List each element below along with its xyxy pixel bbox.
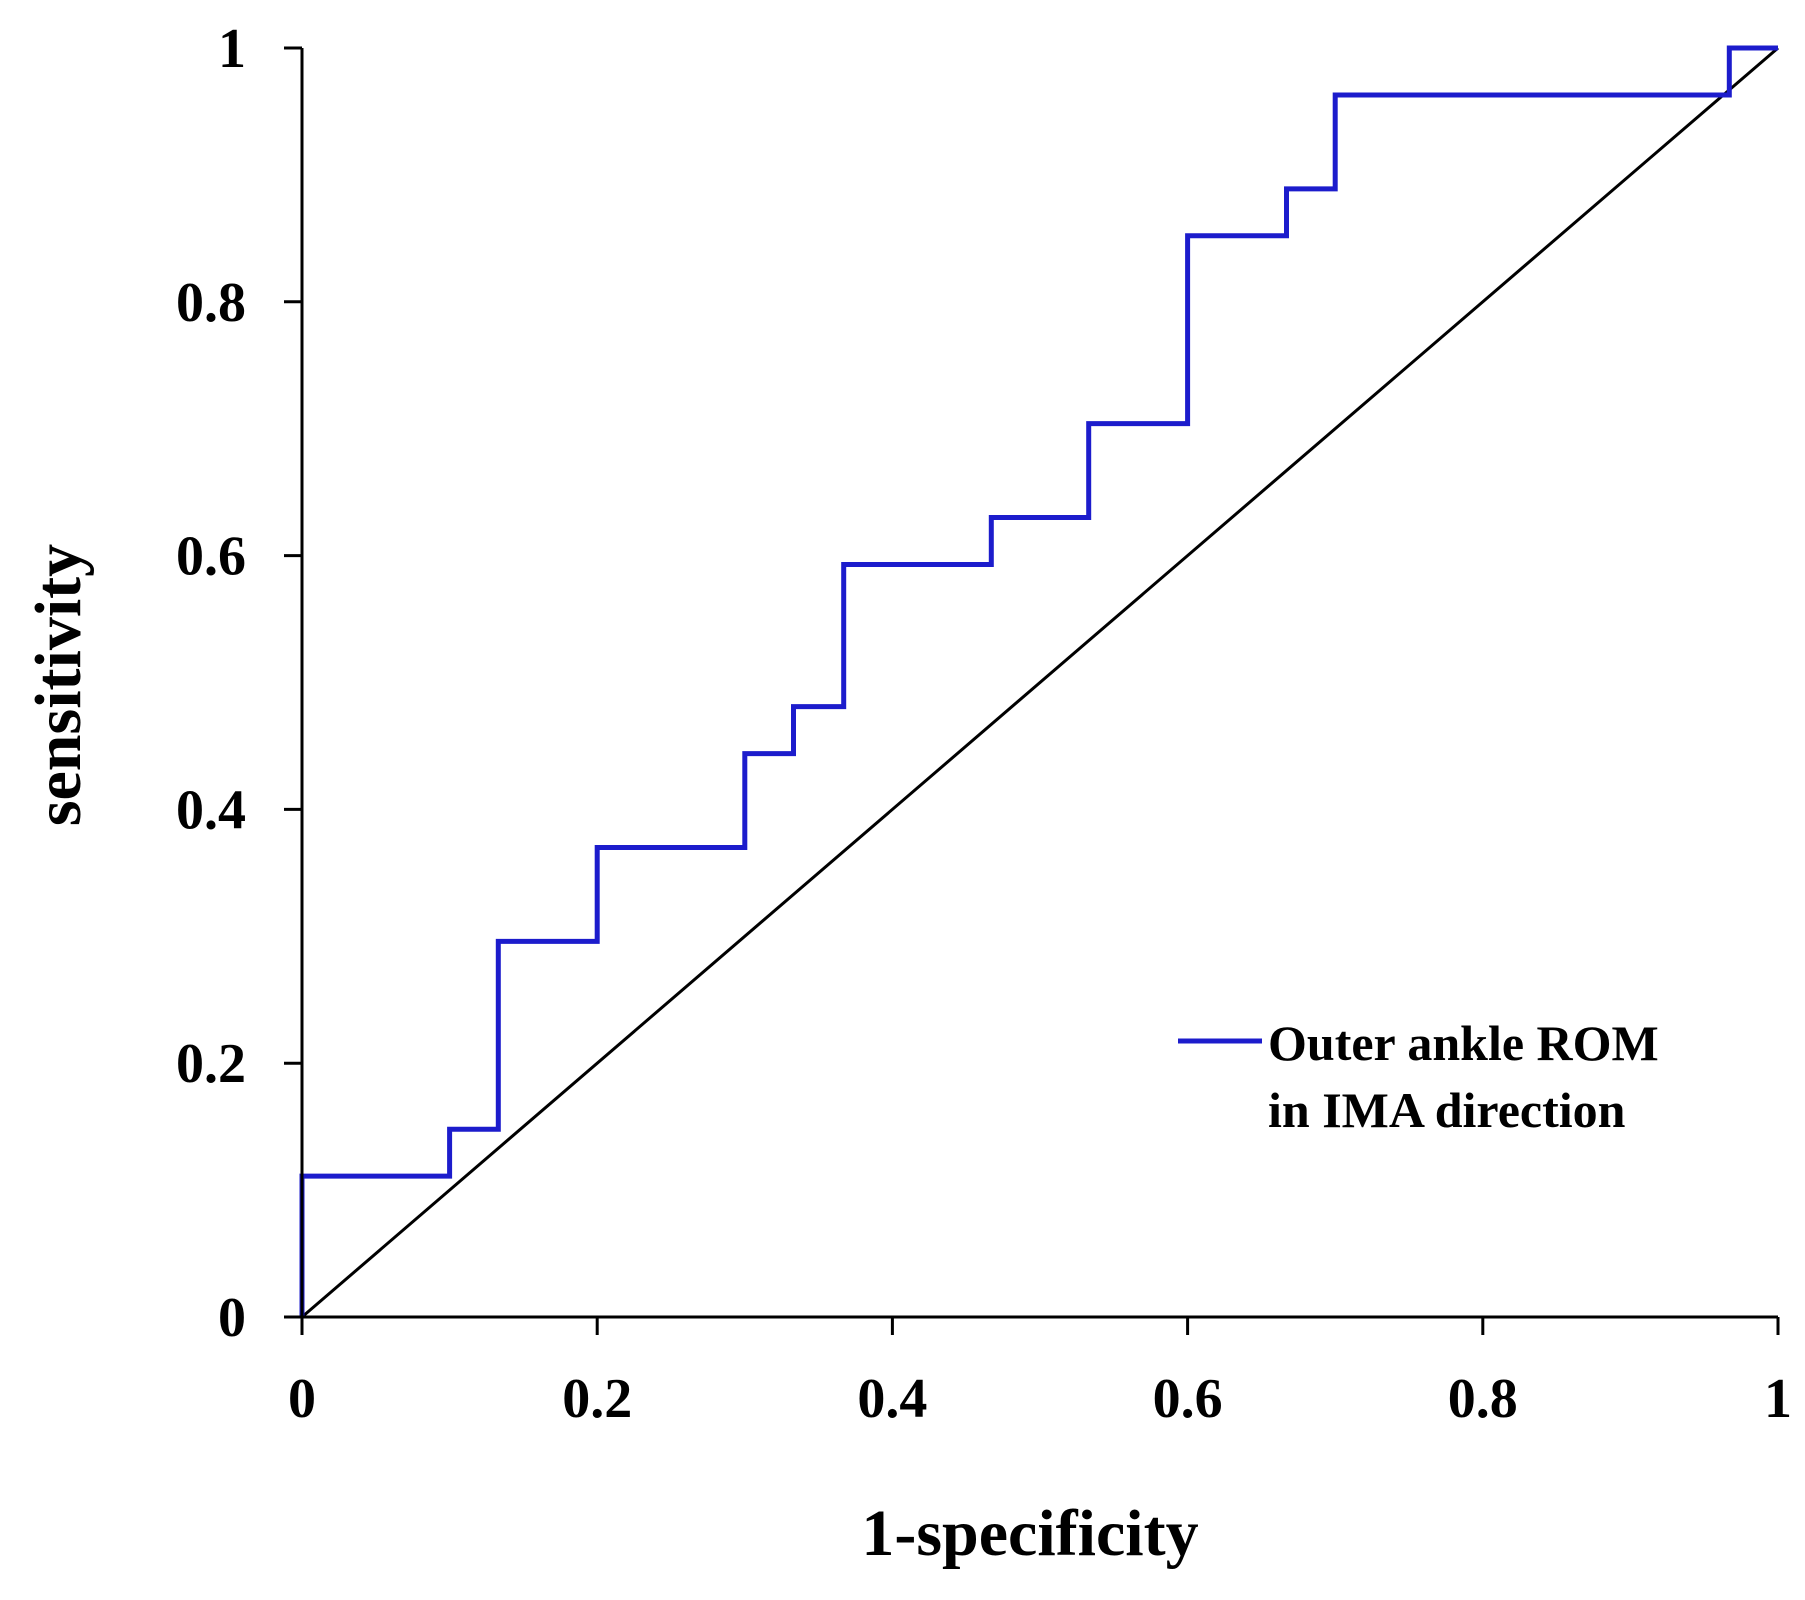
y-tick-label: 0.8 xyxy=(176,272,246,334)
y-tick-label: 0.4 xyxy=(176,779,246,841)
tick-labels: 0 0.2 0.4 0.6 0.8 1 0 0.2 0.4 0.6 0.8 1 xyxy=(176,18,1792,1430)
y-tick-label: 1 xyxy=(218,18,246,80)
x-axis-title: 1-specificity xyxy=(861,1497,1198,1570)
y-axis-title: sensitivity xyxy=(22,544,95,826)
axes xyxy=(284,46,1780,1335)
y-tick-label: 0.2 xyxy=(176,1033,246,1095)
y-tick-label: 0 xyxy=(218,1287,246,1349)
legend: Outer ankle ROM in IMA direction xyxy=(1178,1015,1659,1138)
reference-diagonal-line xyxy=(301,46,1779,1319)
x-tick-label: 0.2 xyxy=(562,1368,632,1430)
legend-label-line-1: Outer ankle ROM xyxy=(1268,1015,1659,1071)
legend-label-line-2: in IMA direction xyxy=(1268,1082,1626,1138)
x-tick-label: 0.6 xyxy=(1153,1368,1223,1430)
x-tick-label: 0 xyxy=(288,1368,316,1430)
x-tick-label: 0.8 xyxy=(1448,1368,1518,1430)
x-tick-label: 0.4 xyxy=(857,1368,927,1430)
y-tick-label: 0.6 xyxy=(176,526,246,588)
x-tick-label: 1 xyxy=(1764,1368,1792,1430)
roc-curve-line xyxy=(299,45,1778,1317)
plot-area xyxy=(299,45,1779,1319)
